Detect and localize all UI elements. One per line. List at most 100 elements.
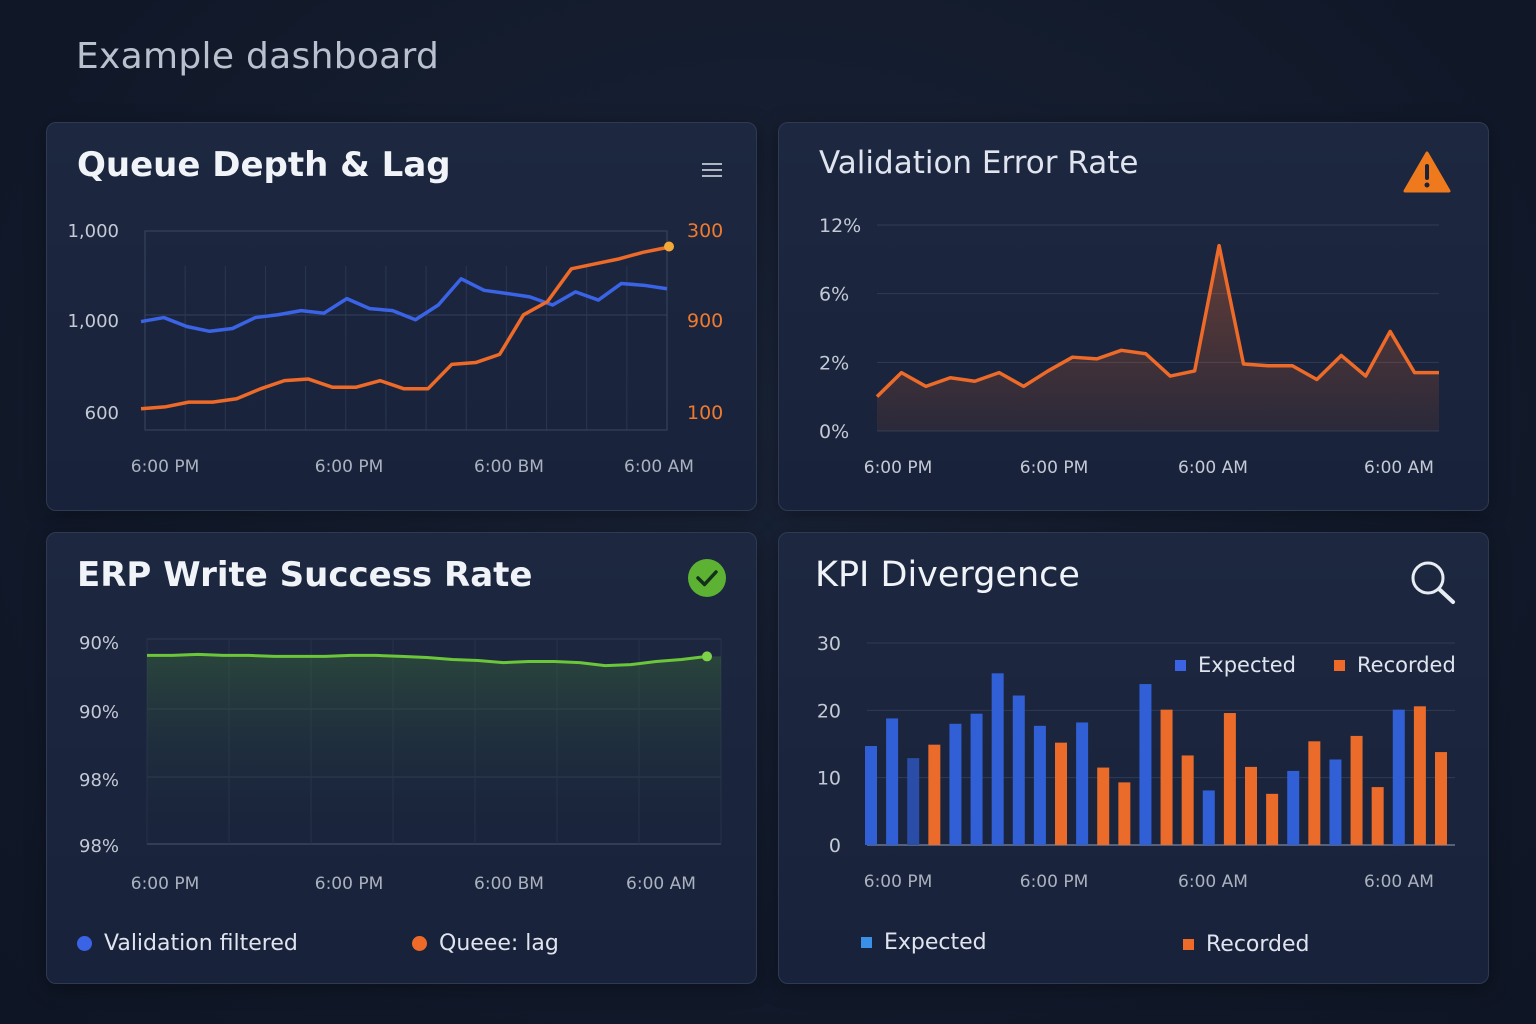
erp-success-chart: 90% 90% 98% 98% 6:00 PM 6:00 PM 6:00 BM 6:00 AM	[79, 633, 722, 894]
hamburger-menu-icon[interactable]	[701, 161, 723, 183]
x-tick-label: 6:00 AM	[1364, 872, 1434, 892]
legend-item-recorded-top: Recorded	[1334, 653, 1456, 677]
expected-bar	[1012, 695, 1025, 845]
recorded-bar	[1435, 752, 1447, 845]
kpi-divergence-chart: 30 20 10 0 6:00 PM 6:00 PM 6:00 AM 6:00 AM	[817, 633, 1455, 892]
x-tick-label: 6:00 PM	[315, 874, 384, 894]
expected-bar	[865, 746, 877, 845]
queue-depth-card: Queue Depth & Lag 1,000 300 1,000 900 600 100…	[46, 122, 757, 511]
plot-frame	[144, 230, 668, 431]
y-tick-label: 0	[829, 835, 841, 857]
x-tick-label: 6:00 PM	[131, 874, 200, 894]
card-title: Validation Error Rate	[819, 145, 1139, 181]
end-point-marker	[702, 651, 712, 662]
recorded-bar	[1118, 782, 1131, 845]
expected-bar	[1287, 770, 1300, 845]
x-tick-label: 6:00 PM	[1020, 458, 1089, 478]
recorded-bar	[1266, 793, 1279, 845]
legend-label: Expected	[1198, 653, 1296, 677]
expected-bar	[1033, 725, 1046, 845]
right-axis-tick: 300	[687, 220, 723, 242]
warning-icon	[1403, 151, 1451, 197]
y-tick-label: 90%	[79, 633, 119, 654]
check-circle-icon	[687, 558, 727, 602]
x-tick-label: 6:00 AM	[1364, 458, 1434, 478]
left-axis-tick: 1,000	[67, 311, 119, 332]
x-tick-label: 6:00 PM	[131, 457, 200, 477]
legend-item-recorded: Recorded	[1183, 932, 1310, 957]
card-title: KPI Divergence	[815, 555, 1080, 595]
y-tick-label: 0%	[819, 421, 849, 443]
y-tick-label: 20	[817, 700, 841, 722]
legend-label: Recorded	[1357, 653, 1456, 677]
x-tick-label: 6:00 AM	[1178, 458, 1248, 478]
y-tick-label: 90%	[79, 702, 119, 723]
y-tick-label: 98%	[79, 770, 119, 791]
legend-swatch	[1175, 659, 1186, 671]
expected-bar	[1392, 709, 1405, 845]
y-tick-label: 10	[817, 768, 841, 790]
expected-bar	[907, 758, 920, 845]
legend-item-expected-top: Expected	[1175, 653, 1296, 677]
recorded-bar	[1245, 766, 1257, 845]
recorded-bar	[1097, 767, 1110, 845]
legend-item-expected: Expected	[861, 930, 987, 955]
y-tick-label: 6%	[819, 284, 849, 306]
legend-swatch	[1334, 659, 1345, 671]
success-rate-line	[147, 652, 708, 668]
recorded-bar	[1055, 742, 1067, 845]
left-axis-tick: 1,000	[67, 221, 119, 242]
x-tick-label: 6:00 PM	[864, 458, 933, 478]
recorded-bar	[1223, 713, 1236, 845]
y-tick-label: 30	[817, 633, 841, 655]
search-icon[interactable]	[1409, 559, 1457, 609]
end-point-marker	[664, 241, 674, 252]
recorded-bar	[928, 744, 941, 845]
recorded-bar	[1350, 735, 1363, 845]
legend-swatch	[1183, 939, 1194, 950]
left-axis-tick: 600	[85, 403, 119, 424]
legend-label: Validation filtered	[104, 931, 298, 956]
x-tick-label: 6:00 AM	[626, 874, 696, 894]
right-axis-tick: 900	[687, 310, 723, 332]
page-title: Example dashboard	[76, 36, 440, 77]
expected-bar	[991, 673, 1004, 845]
card-title: ERP Write Success Rate	[77, 555, 533, 595]
x-tick-label: 6:00 PM	[864, 872, 933, 892]
x-tick-label: 6:00 AM	[1178, 872, 1248, 892]
recorded-bar	[1308, 741, 1321, 845]
card-title: Queue Depth & Lag	[77, 145, 451, 185]
legend-label: Expected	[884, 930, 987, 955]
legend-label: Queee: lag	[439, 931, 559, 956]
x-tick-label: 6:00 PM	[315, 457, 384, 477]
validation-error-chart: 12% 6% 2% 0% 6:00 PM 6:00 PM 6:00 AM 6:00 AM	[819, 215, 1439, 478]
right-axis-tick: 100	[687, 402, 723, 424]
validation-filtered-line	[140, 277, 668, 334]
expected-bar	[1139, 684, 1152, 845]
recorded-bar	[1413, 706, 1426, 845]
kpi-divergence-card: KPI Divergence 30 20 10 0 6:00 PM 6:00 PM 6:00…	[778, 532, 1489, 984]
x-tick-label: 6:00 AM	[624, 457, 694, 477]
recorded-bar	[1371, 787, 1384, 845]
queue-lag-line	[140, 245, 668, 411]
x-tick-label: 6:00 PM	[1020, 872, 1089, 892]
legend-dot	[77, 936, 92, 951]
expected-bar	[949, 723, 962, 845]
queue-depth-chart: 1,000 300 1,000 900 600 100 6:00 PM 6:00 PM 6:00…	[67, 220, 723, 477]
y-tick-label: 12%	[819, 215, 861, 237]
error-rate-line	[875, 243, 1439, 398]
y-tick-label: 98%	[79, 836, 119, 857]
legend-item-queue-lag: Queee: lag	[412, 931, 559, 956]
validation-error-card: Validation Error Rate 12% 6% 2% 0% 6:00 PM 6:…	[778, 122, 1489, 511]
legend-label: Recorded	[1206, 932, 1310, 957]
erp-success-card: ERP Write Success Rate 90% 90% 98% 98% 6:00 …	[46, 532, 757, 984]
expected-bar	[1076, 722, 1089, 845]
expected-bar	[1202, 790, 1215, 845]
recorded-bar	[1160, 709, 1173, 845]
expected-bar	[970, 713, 983, 845]
error-rate-area	[877, 245, 1439, 431]
legend-dot	[412, 936, 427, 951]
x-tick-label: 6:00 BM	[474, 457, 544, 477]
expected-bar	[886, 718, 899, 845]
expected-bar	[1329, 759, 1342, 845]
